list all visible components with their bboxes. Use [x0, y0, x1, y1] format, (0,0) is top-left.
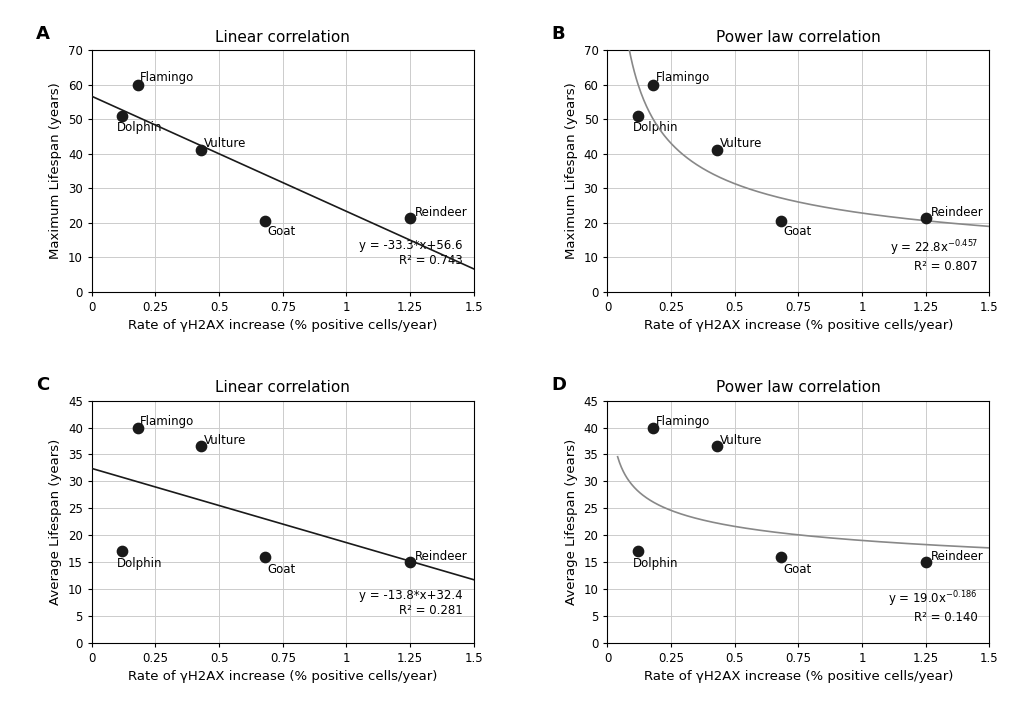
Point: [629, 545, 645, 557]
Point: [193, 144, 209, 156]
Text: D: D: [551, 376, 566, 393]
Point: [257, 551, 273, 563]
Text: Dolphin: Dolphin: [117, 121, 163, 134]
Text: C: C: [36, 376, 49, 393]
Text: Goat: Goat: [783, 225, 810, 238]
Text: Dolphin: Dolphin: [632, 558, 678, 570]
Title: Power law correlation: Power law correlation: [715, 381, 880, 396]
Text: Vulture: Vulture: [718, 433, 761, 447]
X-axis label: Rate of γH2AX increase (% positive cells/year): Rate of γH2AX increase (% positive cells…: [128, 670, 437, 683]
X-axis label: Rate of γH2AX increase (% positive cells/year): Rate of γH2AX increase (% positive cells…: [128, 319, 437, 333]
Title: Power law correlation: Power law correlation: [715, 30, 880, 45]
Text: y = -33.3*x+56.6
R² = 0.743: y = -33.3*x+56.6 R² = 0.743: [359, 238, 462, 266]
Title: Linear correlation: Linear correlation: [215, 381, 350, 396]
Point: [114, 545, 130, 557]
Point: [114, 110, 130, 121]
Y-axis label: Maximum Lifespan (years): Maximum Lifespan (years): [565, 83, 578, 259]
Text: Reindeer: Reindeer: [415, 206, 468, 219]
Text: Flamingo: Flamingo: [140, 71, 195, 84]
Point: [708, 144, 725, 156]
Y-axis label: Maximum Lifespan (years): Maximum Lifespan (years): [49, 83, 62, 259]
Text: Vulture: Vulture: [204, 137, 246, 150]
Text: Flamingo: Flamingo: [655, 71, 709, 84]
Y-axis label: Average Lifespan (years): Average Lifespan (years): [49, 438, 62, 605]
Point: [917, 556, 933, 568]
Text: Goat: Goat: [267, 563, 296, 575]
Point: [193, 441, 209, 452]
Point: [708, 441, 725, 452]
Text: Dolphin: Dolphin: [632, 121, 678, 134]
Point: [129, 422, 146, 433]
Title: Linear correlation: Linear correlation: [215, 30, 350, 45]
Point: [257, 216, 273, 227]
Text: Reindeer: Reindeer: [415, 550, 468, 563]
Point: [401, 212, 418, 223]
Text: y = -13.8*x+32.4
R² = 0.281: y = -13.8*x+32.4 R² = 0.281: [359, 589, 462, 618]
Point: [129, 79, 146, 90]
Point: [771, 551, 788, 563]
Text: y = 19.0x$^{-0.186}$
R² = 0.140: y = 19.0x$^{-0.186}$ R² = 0.140: [888, 589, 977, 624]
Text: Reindeer: Reindeer: [930, 206, 982, 219]
Point: [644, 79, 660, 90]
Text: Flamingo: Flamingo: [655, 415, 709, 428]
Text: Dolphin: Dolphin: [117, 558, 163, 570]
Point: [771, 216, 788, 227]
Point: [917, 212, 933, 223]
X-axis label: Rate of γH2AX increase (% positive cells/year): Rate of γH2AX increase (% positive cells…: [643, 670, 952, 683]
Text: A: A: [36, 25, 50, 43]
Text: Flamingo: Flamingo: [140, 415, 195, 428]
Text: Vulture: Vulture: [718, 137, 761, 150]
Y-axis label: Average Lifespan (years): Average Lifespan (years): [565, 438, 578, 605]
Point: [629, 110, 645, 121]
Point: [644, 422, 660, 433]
Text: B: B: [551, 25, 565, 43]
Text: Goat: Goat: [783, 563, 810, 575]
Point: [401, 556, 418, 568]
Text: Reindeer: Reindeer: [930, 550, 982, 563]
X-axis label: Rate of γH2AX increase (% positive cells/year): Rate of γH2AX increase (% positive cells…: [643, 319, 952, 333]
Text: y = 22.8x$^{-0.457}$
R² = 0.807: y = 22.8x$^{-0.457}$ R² = 0.807: [889, 238, 977, 273]
Text: Vulture: Vulture: [204, 433, 246, 447]
Text: Goat: Goat: [267, 225, 296, 238]
